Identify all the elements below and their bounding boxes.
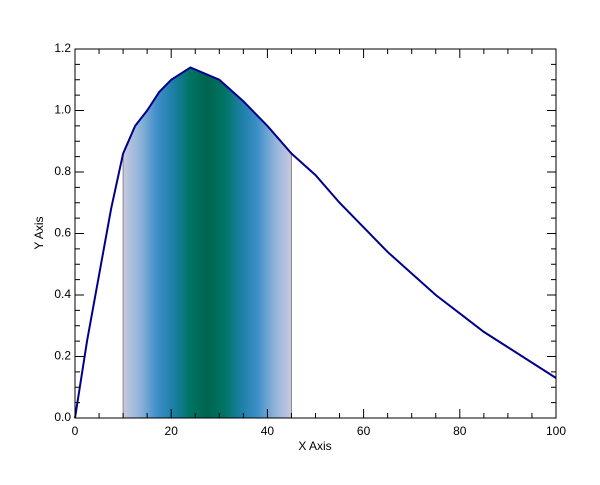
- y-axis-label: Y Axis: [32, 216, 46, 249]
- y-tick-label: 0.6: [54, 226, 71, 240]
- x-tick-label: 20: [165, 424, 179, 438]
- x-tick-label: 100: [546, 424, 566, 438]
- x-axis-label: X Axis: [298, 439, 331, 453]
- shaded-region: [122, 66, 292, 419]
- x-tick-label: 40: [261, 424, 275, 438]
- x-tick-label: 80: [453, 424, 467, 438]
- x-tick-label: 60: [357, 424, 371, 438]
- y-tick-label: 0.4: [54, 287, 71, 301]
- curve: [74, 66, 557, 419]
- y-tick-label: 0.2: [54, 349, 71, 363]
- y-tick-label: 0.8: [54, 164, 71, 178]
- x-tick-label: 0: [72, 424, 79, 438]
- y-tick-label: 0.0: [54, 410, 71, 424]
- y-tick-label: 1.0: [54, 103, 71, 117]
- y-tick-label: 1.2: [54, 41, 71, 55]
